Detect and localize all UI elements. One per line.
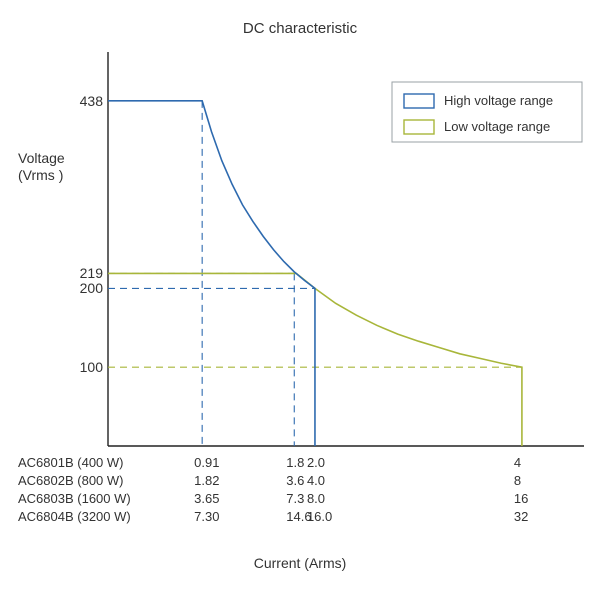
model-row-3: AC6804B (3200 W): [18, 509, 131, 524]
model-row-1-col-1: 3.6: [286, 473, 304, 488]
ytick-219: 219: [53, 265, 103, 281]
legend-item-1: Low voltage range: [444, 119, 550, 134]
model-row-1-col-0: 1.82: [194, 473, 219, 488]
x-axis-label: Current (Arms): [0, 555, 600, 571]
model-row-0-col-3: 4: [514, 455, 521, 470]
model-row-1: AC6802B (800 W): [18, 473, 124, 488]
model-row-3-col-0: 7.30: [194, 509, 219, 524]
ytick-100: 100: [53, 359, 103, 375]
model-row-2-col-1: 7.3: [286, 491, 304, 506]
model-row-2: AC6803B (1600 W): [18, 491, 131, 506]
model-row-0-col-1: 1.8: [286, 455, 304, 470]
y-axis-label: Voltage(Vrms ): [18, 150, 65, 184]
model-row-2-col-2: 8.0: [307, 491, 325, 506]
model-row-2-col-3: 16: [514, 491, 528, 506]
legend-item-0: High voltage range: [444, 93, 553, 108]
model-row-1-col-3: 8: [514, 473, 521, 488]
model-row-1-col-2: 4.0: [307, 473, 325, 488]
model-row-2-col-0: 3.65: [194, 491, 219, 506]
model-row-0-col-2: 2.0: [307, 455, 325, 470]
ytick-438: 438: [53, 93, 103, 109]
model-row-3-col-3: 32: [514, 509, 528, 524]
model-row-0-col-0: 0.91: [194, 455, 219, 470]
model-row-3-col-2: 16.0: [307, 509, 332, 524]
chart-title: DC characteristic: [0, 20, 600, 37]
ytick-200: 200: [53, 280, 103, 296]
model-row-0: AC6801B (400 W): [18, 455, 124, 470]
